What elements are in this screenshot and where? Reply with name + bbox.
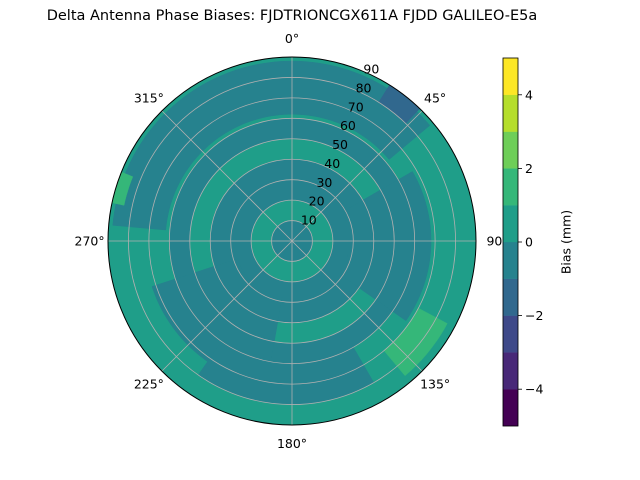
colorbar-label: Bias (mm) bbox=[559, 210, 574, 274]
polar-grid bbox=[107, 56, 477, 426]
colorbar-tick-label: 4 bbox=[525, 87, 533, 102]
colorbar-band bbox=[502, 352, 519, 390]
contour-region-north-patch bbox=[112, 60, 431, 231]
theta-tick-label: 315° bbox=[134, 90, 164, 105]
theta-gridline-315 bbox=[161, 110, 293, 242]
theta-gridline-225 bbox=[161, 240, 293, 372]
theta-tick-label: 270° bbox=[75, 234, 105, 249]
colorbar-band bbox=[502, 389, 519, 427]
colorbar-tick-label: 2 bbox=[525, 161, 533, 176]
colorbar-band bbox=[502, 205, 519, 243]
r-tick-label: 60 bbox=[340, 118, 356, 133]
r-tick-label: 80 bbox=[356, 80, 372, 95]
colorbar: −4 −2 0 2 4 Bias (mm) bbox=[502, 57, 574, 427]
theta-tick-label: 225° bbox=[134, 377, 164, 392]
theta-tick-label: 90 bbox=[486, 234, 502, 249]
chart-title: Delta Antenna Phase Biases: FJDTRIONCGX6… bbox=[46, 8, 538, 24]
colorbar-band bbox=[502, 315, 519, 353]
tick-labels: 0° 45° 90 135° 180° 225° 270° 315° 10 20 30 40 50 60 7… bbox=[75, 31, 503, 451]
theta-tick-label: 135° bbox=[420, 377, 450, 392]
polar-frame bbox=[107, 56, 477, 426]
colorbar-tick-label: −2 bbox=[525, 308, 543, 323]
r-tick-label: 90 bbox=[363, 62, 379, 77]
colorbar-band bbox=[502, 131, 519, 169]
colorbar-band bbox=[502, 168, 519, 206]
r-tick-label: 70 bbox=[348, 99, 364, 114]
theta-tick-label: 45° bbox=[424, 90, 446, 105]
r-tick-label: 50 bbox=[332, 137, 348, 152]
colorbar-band bbox=[502, 94, 519, 132]
colorbar-tick-label: 0 bbox=[525, 235, 533, 250]
theta-gridline-45 bbox=[291, 110, 423, 242]
colorbar-band bbox=[502, 57, 519, 95]
r-tick-label: 40 bbox=[324, 156, 340, 171]
theta-tick-label: 0° bbox=[285, 31, 299, 46]
theta-tick-label: 180° bbox=[277, 436, 307, 451]
colorbar-band bbox=[502, 241, 519, 279]
theta-gridline-135 bbox=[291, 240, 423, 372]
colorbar-band bbox=[502, 278, 519, 316]
r-tick-label: 20 bbox=[309, 194, 325, 209]
r-tick-label: 30 bbox=[316, 175, 332, 190]
r-tick-label: 10 bbox=[301, 213, 317, 228]
colorbar-tick-label: −4 bbox=[525, 382, 543, 397]
